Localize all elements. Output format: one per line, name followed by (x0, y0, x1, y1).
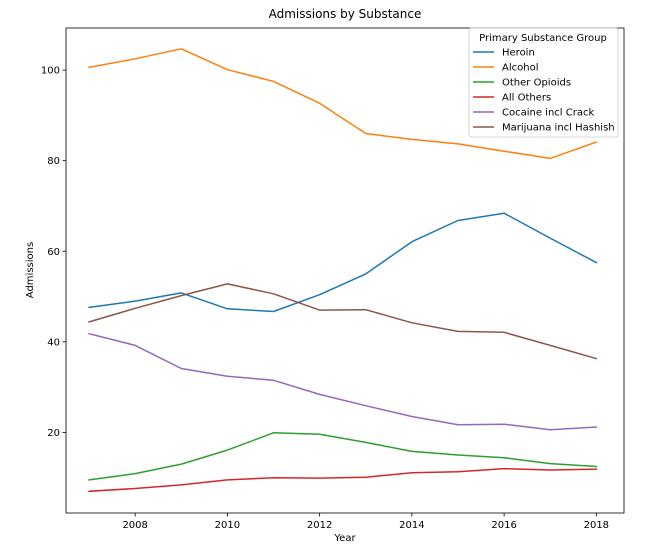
legend-label: Marijuana incl Hashish (502, 123, 615, 134)
x-tick-label: 2014 (399, 520, 424, 531)
legend: Primary Substance Group Heroin Alcohol Oth… (468, 27, 619, 138)
series-line (88, 283, 598, 360)
chart-title: Admissions by Substance (269, 7, 422, 21)
legend-label: Alcohol (502, 63, 538, 74)
x-tick-label: 2010 (215, 520, 240, 531)
y-tick-label: 20 (47, 428, 60, 439)
legend-label: Other Opioids (502, 78, 571, 89)
legend-title: Primary Substance Group (479, 33, 607, 44)
series-line (88, 332, 598, 431)
x-tick-label: 2008 (122, 520, 147, 531)
legend-label: Cocaine incl Crack (502, 108, 594, 119)
x-tick-label: 2016 (491, 520, 516, 531)
legend-label: Heroin (502, 48, 535, 59)
y-tick-label: 100 (41, 66, 60, 77)
series-line (88, 48, 598, 160)
plot-area (65, 27, 625, 514)
y-tick-label: 80 (47, 156, 60, 167)
series-layer (88, 48, 598, 493)
series-line (88, 432, 598, 481)
y-tick-label: 40 (47, 337, 60, 348)
legend-box (468, 27, 619, 138)
x-axis: 2008 2010 2012 2014 2016 2018 (122, 513, 609, 531)
series-line (88, 467, 598, 493)
series-line (88, 212, 598, 313)
legend-label: All Others (502, 93, 551, 104)
x-axis-label: Year (333, 533, 356, 544)
y-tick-label: 60 (47, 247, 60, 258)
y-axis-label: Admissions (25, 242, 36, 298)
legend-items: Heroin Alcohol Other Opioids All Others Coca… (473, 48, 615, 134)
x-tick-label: 2018 (584, 520, 609, 531)
y-axis: 20 40 60 80 100 (41, 66, 66, 439)
x-tick-label: 2012 (307, 520, 332, 531)
